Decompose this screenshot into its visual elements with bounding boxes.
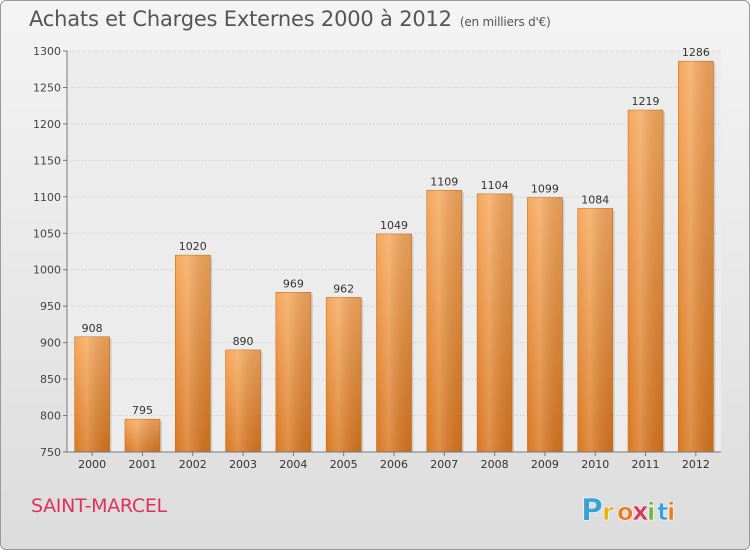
- data-label: 1084: [581, 193, 609, 206]
- y-tick-label: 1250: [33, 81, 61, 94]
- bar-shine: [326, 297, 362, 452]
- x-tick-label: 2000: [78, 458, 106, 471]
- logo-letter: o: [617, 498, 634, 526]
- chart-subtitle: (en milliers d'€): [459, 15, 551, 29]
- data-label: 1109: [430, 175, 458, 188]
- y-axis: 750 800 850 900 950 1000 1050 1100 1150 1200 1250 1…: [33, 45, 68, 459]
- bar-shine: [275, 292, 311, 452]
- x-tick-label: 2001: [128, 458, 156, 471]
- x-tick-label: 2007: [430, 458, 458, 471]
- x-tick-label: 2011: [632, 458, 660, 471]
- data-label: 1099: [531, 183, 559, 196]
- data-label: 1286: [682, 46, 710, 59]
- logo-letter: x: [632, 497, 649, 527]
- data-label: 969: [283, 277, 304, 290]
- y-tick-label: 750: [40, 446, 61, 459]
- city-name: SAINT-MARCEL: [31, 495, 167, 517]
- bar-shine: [426, 190, 462, 453]
- data-label: 1104: [481, 179, 509, 192]
- bar-shine: [477, 193, 513, 452]
- x-tick-label: 2003: [229, 458, 257, 471]
- y-tick-label: 1050: [33, 227, 61, 240]
- data-label: 1020: [179, 240, 207, 253]
- bar-shine: [678, 61, 714, 452]
- data-label: 1049: [380, 219, 408, 232]
- logo-letter: t: [657, 498, 668, 526]
- x-tick-label: 2006: [380, 458, 408, 471]
- bar-shine: [527, 197, 563, 452]
- y-tick-label: 1300: [33, 45, 61, 58]
- y-tick-label: 1000: [33, 264, 61, 277]
- data-label: 1219: [632, 95, 660, 108]
- data-label: 962: [333, 282, 354, 295]
- y-tick-label: 1100: [33, 191, 61, 204]
- data-labels: 908 795 1020 890 969 962 1049 1109 1104 1099 1084 1…: [82, 46, 710, 417]
- x-tick-label: 2010: [581, 458, 609, 471]
- data-label: 795: [132, 404, 153, 417]
- bar-shine: [577, 208, 613, 452]
- logo-letter: P: [581, 493, 603, 528]
- bar-shine: [74, 336, 110, 452]
- data-label: 890: [233, 335, 254, 348]
- x-tick-label: 2008: [481, 458, 509, 471]
- x-tick-label: 2012: [682, 458, 710, 471]
- bar-chart: 750 800 850 900 950 1000 1050 1100 1150 1200 1250 1…: [33, 45, 721, 471]
- logo-letter: r: [602, 498, 614, 526]
- x-axis: 2000 2001 2002 2003 2004 2005 2006 2007 2008 2009…: [67, 451, 721, 471]
- y-tick-label: 950: [40, 300, 61, 313]
- y-tick-label: 800: [40, 410, 61, 423]
- bar-shine: [124, 419, 160, 452]
- logo-letter: i: [647, 498, 655, 526]
- data-label: 908: [82, 322, 103, 335]
- bar-shine: [225, 349, 261, 452]
- bars: [74, 60, 716, 453]
- x-tick-label: 2009: [531, 458, 559, 471]
- bar-shine: [376, 234, 412, 452]
- x-tick-label: 2002: [179, 458, 207, 471]
- logo-letter: i: [667, 498, 675, 526]
- bar-shine: [175, 255, 211, 452]
- y-tick-label: 900: [40, 337, 61, 350]
- x-tick-label: 2004: [279, 458, 307, 471]
- y-tick-label: 1200: [33, 118, 61, 131]
- x-tick-label: 2005: [330, 458, 358, 471]
- chart-title-block: Achats et Charges Externes 2000 à 2012 (e…: [29, 7, 551, 31]
- y-tick-label: 850: [40, 373, 61, 386]
- chart-title: Achats et Charges Externes 2000 à 2012: [29, 7, 452, 31]
- bar-shine: [628, 110, 664, 452]
- y-tick-label: 1150: [33, 154, 61, 167]
